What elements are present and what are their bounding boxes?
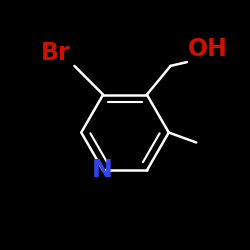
Text: Br: Br (41, 40, 71, 64)
Text: OH: OH (188, 37, 228, 61)
Text: N: N (92, 158, 112, 182)
